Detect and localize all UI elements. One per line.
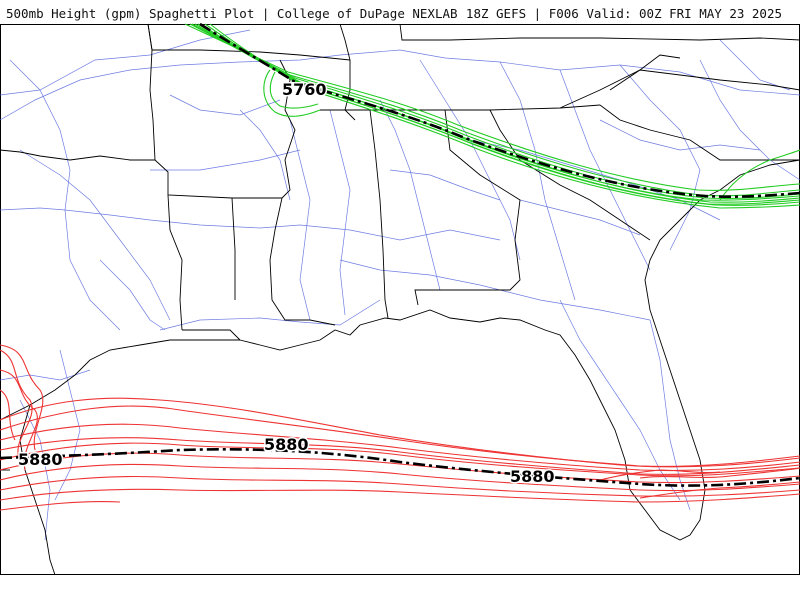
run-info: 18Z GEFS | F006 Valid: 00Z FRI MAY 23 20… [465, 6, 782, 21]
highway-network [0, 29, 800, 541]
contour-label-5760: 5760 [282, 80, 327, 99]
contour-label-5880-central: 5880 [264, 435, 309, 454]
contour-label-5880-east: 5880 [510, 467, 555, 486]
header-bar: 500mb Height (gpm) Spaghetti Plot | Coll… [0, 0, 800, 24]
spaghetti-members-5880 [0, 344, 800, 511]
state-boundaries [0, 23, 800, 576]
plot-title: 500mb Height (gpm) Spaghetti Plot | Coll… [6, 6, 458, 21]
contour-label-5880-west: 5880 [18, 450, 63, 469]
mean-contour-5880 [0, 448, 800, 487]
